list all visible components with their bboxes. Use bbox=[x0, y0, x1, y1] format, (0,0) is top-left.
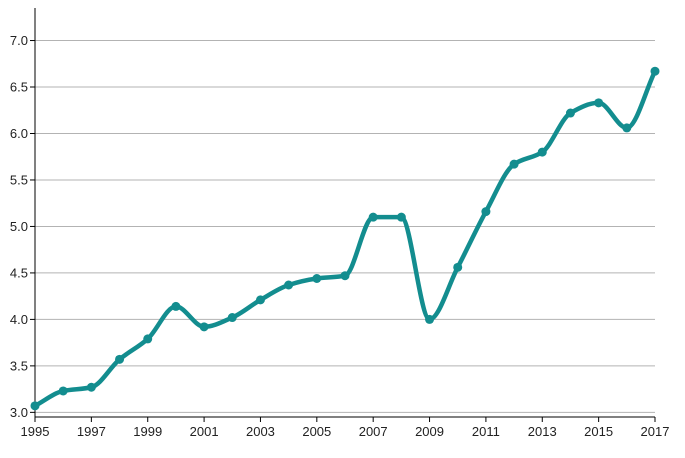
y-tick-label: 3.5 bbox=[10, 358, 28, 373]
data-point-2008 bbox=[396, 212, 406, 222]
x-tick-label: 2005 bbox=[302, 424, 331, 439]
data-point-2015 bbox=[594, 98, 604, 108]
x-tick-label: 2001 bbox=[190, 424, 219, 439]
data-point-2016 bbox=[622, 123, 632, 133]
y-tick-label: 6.0 bbox=[10, 126, 28, 141]
y-tick-label: 4.0 bbox=[10, 312, 28, 327]
data-point-2009 bbox=[425, 314, 435, 324]
data-point-2000 bbox=[171, 301, 181, 311]
data-point-2010 bbox=[453, 262, 463, 272]
data-point-2017 bbox=[650, 66, 660, 76]
x-axis-tick-labels: 1995 1997 1999 2001 2003 2005 2007 2009 2011 2013… bbox=[21, 424, 670, 439]
data-point-1995 bbox=[30, 401, 40, 411]
y-tick-label: 3.0 bbox=[10, 405, 28, 420]
data-point-2003 bbox=[255, 295, 265, 305]
grid-lines bbox=[35, 40, 655, 413]
data-point-2001 bbox=[199, 322, 209, 332]
axes bbox=[30, 8, 656, 422]
x-tick-label: 1999 bbox=[133, 424, 162, 439]
y-tick-label: 6.5 bbox=[10, 80, 28, 95]
data-point-1996 bbox=[58, 386, 68, 396]
series-line-0 bbox=[32, 68, 658, 409]
data-point-2004 bbox=[284, 280, 294, 290]
y-tick-label: 5.5 bbox=[10, 172, 28, 187]
data-point-2005 bbox=[312, 273, 322, 283]
data-point-1997 bbox=[86, 382, 96, 392]
x-tick-label: 2003 bbox=[246, 424, 275, 439]
data-point-2006 bbox=[340, 271, 350, 281]
x-tick-label: 1997 bbox=[77, 424, 106, 439]
data-point-2011 bbox=[481, 207, 491, 217]
data-point-1998 bbox=[115, 354, 125, 364]
x-tick-label: 2011 bbox=[472, 424, 500, 439]
x-tick-label: 2007 bbox=[359, 424, 388, 439]
y-axis-tick-labels: 3.0 3.5 4.0 4.5 5.0 5.5 6.0 6.5 7.0 bbox=[10, 33, 28, 420]
x-tick-label: 2013 bbox=[528, 424, 557, 439]
y-tick-label: 5.0 bbox=[10, 219, 28, 234]
y-tick-label: 7.0 bbox=[10, 33, 28, 48]
data-point-2002 bbox=[227, 313, 237, 323]
x-tick-label: 2009 bbox=[415, 424, 444, 439]
series bbox=[30, 66, 660, 411]
x-tick-label: 1995 bbox=[21, 424, 50, 439]
data-point-2014 bbox=[565, 108, 575, 118]
x-tick-label: 2017 bbox=[641, 424, 670, 439]
data-point-1999 bbox=[143, 334, 153, 344]
data-point-2012 bbox=[509, 159, 519, 169]
y-tick-label: 4.5 bbox=[10, 265, 28, 280]
data-point-2013 bbox=[537, 147, 547, 157]
x-tick-label: 2015 bbox=[584, 424, 613, 439]
data-point-2007 bbox=[368, 212, 378, 222]
